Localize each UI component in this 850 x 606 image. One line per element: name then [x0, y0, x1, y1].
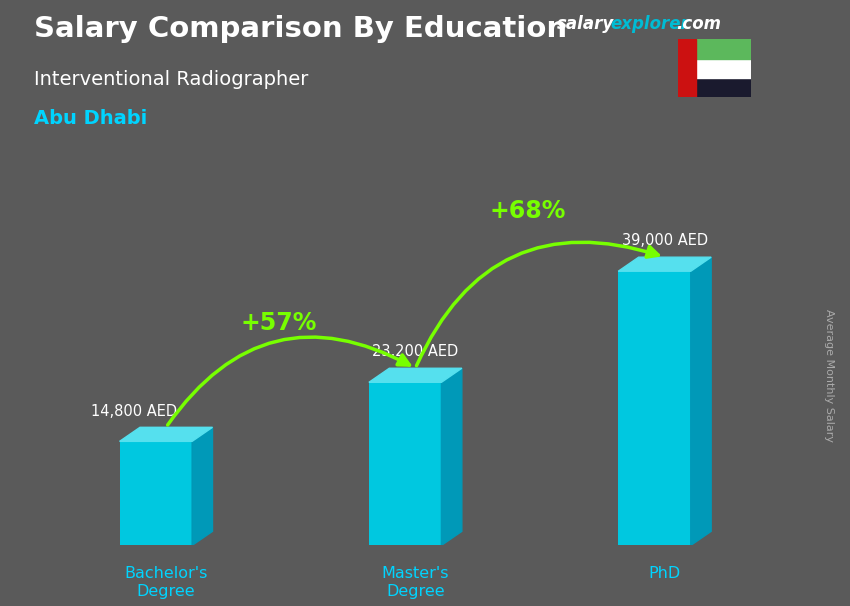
- Polygon shape: [192, 427, 212, 545]
- Text: salary: salary: [557, 15, 614, 33]
- Polygon shape: [369, 368, 462, 382]
- Text: Salary Comparison By Education: Salary Comparison By Education: [34, 15, 567, 43]
- Bar: [696, 78, 751, 97]
- Text: Master's
Degree: Master's Degree: [382, 567, 449, 599]
- Bar: [369, 382, 441, 545]
- Polygon shape: [618, 257, 711, 271]
- Text: PhD: PhD: [649, 567, 681, 582]
- Text: 23,200 AED: 23,200 AED: [372, 344, 458, 359]
- Text: Bachelor's
Degree: Bachelor's Degree: [124, 567, 207, 599]
- Text: explorer: explorer: [610, 15, 689, 33]
- Polygon shape: [120, 427, 212, 441]
- Text: Average Monthly Salary: Average Monthly Salary: [824, 309, 834, 442]
- Text: Abu Dhabi: Abu Dhabi: [34, 109, 147, 128]
- Text: .com: .com: [676, 15, 721, 33]
- Text: Interventional Radiographer: Interventional Radiographer: [34, 70, 309, 88]
- Text: 39,000 AED: 39,000 AED: [621, 233, 708, 248]
- Text: 14,800 AED: 14,800 AED: [91, 404, 177, 419]
- Text: +68%: +68%: [490, 199, 566, 224]
- Bar: [618, 271, 691, 545]
- Bar: [696, 59, 751, 78]
- Text: +57%: +57%: [240, 310, 316, 335]
- Bar: [678, 39, 696, 97]
- Polygon shape: [691, 257, 711, 545]
- Bar: [696, 39, 751, 59]
- Bar: [120, 441, 192, 545]
- Polygon shape: [441, 368, 462, 545]
